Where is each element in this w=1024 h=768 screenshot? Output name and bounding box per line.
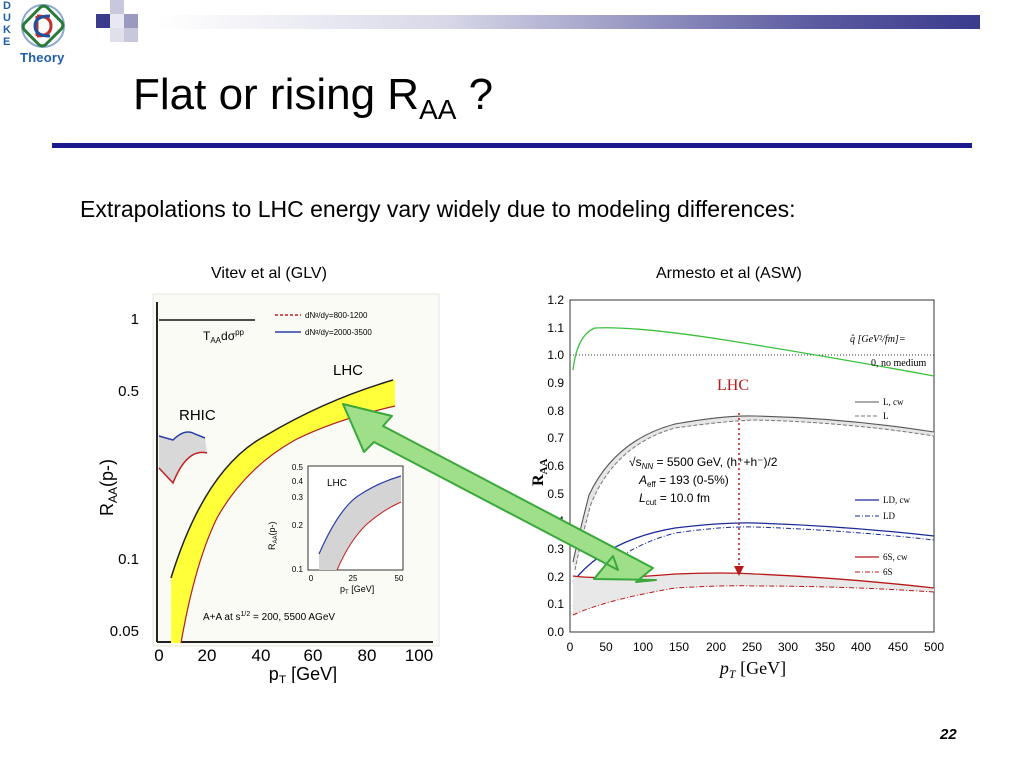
title-subscript: AA bbox=[419, 94, 457, 125]
lhc-marker-label: LHC bbox=[717, 377, 749, 394]
legend-entry: LD, cw bbox=[883, 495, 910, 505]
x-tick-label: 0 bbox=[154, 646, 163, 665]
svg-text:1.1: 1.1 bbox=[547, 321, 564, 335]
curve-6s bbox=[572, 585, 935, 616]
right-plot: 1.2 1.1 1.0 0.9 0.8 0.7 0.6 0.5 0.4 0.3 … bbox=[525, 290, 945, 682]
x-tick-label: 100 bbox=[405, 646, 433, 665]
logo-text: Theory bbox=[20, 50, 65, 65]
x-axis-label: pT [GeV] bbox=[718, 658, 786, 681]
logo-letter: D bbox=[3, 0, 11, 12]
svg-text:150: 150 bbox=[669, 640, 689, 654]
deco-square bbox=[124, 14, 138, 28]
logo-letter: K bbox=[3, 24, 11, 36]
rhic-lower-curve bbox=[158, 451, 208, 485]
page-title: Flat or rising RAA ? bbox=[133, 70, 493, 126]
svg-text:500: 500 bbox=[924, 640, 944, 654]
legend-entry: L, cw bbox=[883, 397, 904, 407]
reference-label: TAAdσpp bbox=[203, 328, 245, 345]
lhc-curve-label: LHC bbox=[333, 362, 363, 379]
svg-text:250: 250 bbox=[742, 640, 762, 654]
inset-y-label: RAA(p-) bbox=[267, 521, 279, 550]
decorative-squares bbox=[96, 0, 156, 60]
inset-y-tick: 0.5 bbox=[292, 463, 304, 472]
svg-text:0.8: 0.8 bbox=[547, 404, 564, 418]
svg-text:1.0: 1.0 bbox=[547, 348, 564, 362]
inset-x-tick: 50 bbox=[395, 574, 404, 583]
y-tick-label: 0.05 bbox=[110, 623, 139, 640]
header-gradient-band bbox=[158, 15, 980, 29]
rhic-band bbox=[159, 432, 207, 483]
legend-entry: LD bbox=[883, 511, 895, 521]
inset-x-label: pT [GeV] bbox=[340, 584, 374, 596]
svg-text:0.4: 0.4 bbox=[547, 514, 564, 528]
y-axis-label: RAA(p-) bbox=[97, 459, 120, 516]
svg-text:0.3: 0.3 bbox=[547, 542, 564, 556]
page-number: 22 bbox=[940, 726, 957, 743]
inset-x-tick: 0 bbox=[309, 574, 314, 583]
logo-letters: D U K E bbox=[3, 0, 15, 48]
legend-entry: 6S, cw bbox=[883, 552, 908, 562]
title-rule bbox=[52, 143, 972, 148]
svg-text:1.2: 1.2 bbox=[547, 293, 564, 307]
y-tick-label: 0.5 bbox=[118, 383, 139, 400]
collision-note: A+A at s1/2 = 200, 5500 AGeV bbox=[203, 611, 335, 623]
lhc-marker-arrowhead bbox=[734, 566, 744, 576]
svg-text:0.9: 0.9 bbox=[547, 376, 564, 390]
right-plot-caption: Armesto et al (ASW) bbox=[656, 265, 802, 282]
x-axis-label: pT [GeV] bbox=[269, 664, 337, 683]
x-tick-label: 80 bbox=[358, 646, 377, 665]
logo-letter: U bbox=[3, 12, 11, 24]
svg-text:0.7: 0.7 bbox=[547, 431, 564, 445]
svg-text:0.1: 0.1 bbox=[547, 597, 564, 611]
legend-entry: dNᵍ/dy=800-1200 bbox=[305, 311, 368, 320]
inset-y-tick: 0.1 bbox=[292, 565, 304, 574]
svg-text:0: 0 bbox=[567, 640, 574, 654]
lhc-upper-curve bbox=[170, 379, 394, 579]
left-plot-caption: Vitev et al (GLV) bbox=[211, 265, 327, 282]
subtitle: Extrapolations to LHC energy vary widely… bbox=[80, 196, 796, 222]
inset-y-tick: 0.4 bbox=[292, 477, 304, 486]
inset-y-tick: 0.3 bbox=[292, 493, 304, 502]
lhc-lower-curve bbox=[180, 405, 396, 644]
rhic-curve-label: RHIC bbox=[179, 407, 216, 424]
title-end: ? bbox=[456, 70, 494, 119]
x-tick-label: 20 bbox=[198, 646, 217, 665]
svg-text:200: 200 bbox=[706, 640, 726, 654]
svg-text:100: 100 bbox=[633, 640, 653, 654]
legend-entry: 6S bbox=[883, 567, 893, 577]
svg-text:0.2: 0.2 bbox=[547, 570, 564, 584]
deco-square bbox=[96, 14, 110, 28]
x-tick-label: 60 bbox=[304, 646, 323, 665]
legend-entry: L bbox=[883, 411, 889, 421]
curve-no-medium bbox=[572, 327, 935, 377]
legend-entry: dNᵍ/dy=2000-3500 bbox=[305, 328, 372, 337]
svg-text:0.0: 0.0 bbox=[547, 625, 564, 639]
inset-x-tick: 25 bbox=[349, 574, 358, 583]
deco-square bbox=[110, 28, 124, 42]
inset-label: LHC bbox=[327, 478, 347, 489]
svg-text:450: 450 bbox=[888, 640, 908, 654]
left-plot: 1 0.5 0.1 0.05 0 20 40 60 80 100 pT [GeV… bbox=[95, 288, 445, 683]
y-tick-label: 1 bbox=[131, 311, 139, 328]
svg-text:50: 50 bbox=[599, 640, 613, 654]
deco-square bbox=[110, 0, 124, 14]
y-tick-label: 0.1 bbox=[118, 551, 139, 568]
deco-square bbox=[124, 28, 138, 42]
rhic-upper-curve bbox=[158, 431, 206, 441]
title-main: Flat or rising R bbox=[133, 70, 420, 119]
deco-square bbox=[110, 14, 124, 28]
inset-y-tick: 0.2 bbox=[292, 521, 304, 530]
x-tick-label: 40 bbox=[252, 646, 271, 665]
x-tick-labels: 0 50 100 150 200 250 300 350 400 450 500 bbox=[567, 640, 945, 654]
no-medium-label: 0, no medium bbox=[871, 358, 926, 369]
svg-text:400: 400 bbox=[851, 640, 871, 654]
logo-letter: E bbox=[3, 36, 11, 48]
svg-text:0.5: 0.5 bbox=[547, 487, 564, 501]
svg-text:350: 350 bbox=[815, 640, 835, 654]
duke-theory-logo bbox=[21, 4, 65, 48]
svg-text:300: 300 bbox=[778, 640, 798, 654]
qhat-label: q̂ [GeV²/fm]= bbox=[850, 334, 906, 345]
